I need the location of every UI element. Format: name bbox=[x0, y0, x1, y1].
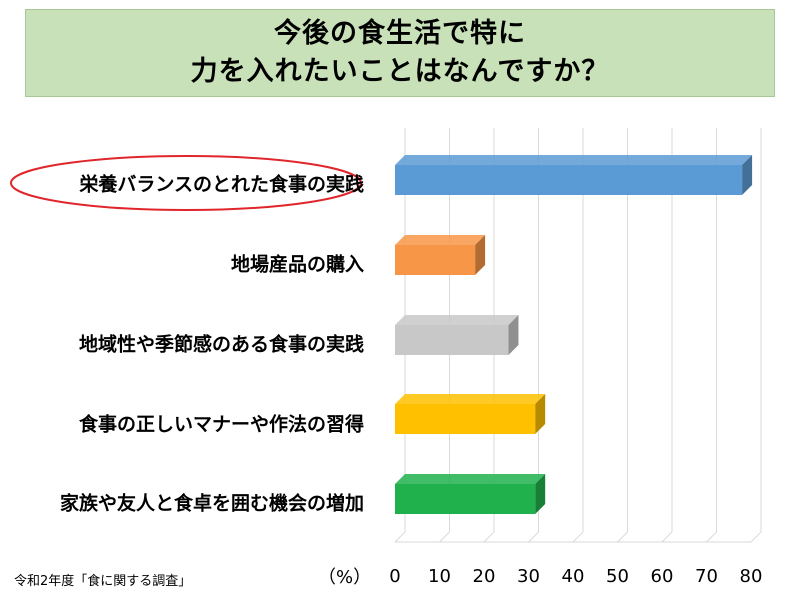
bar-side-3 bbox=[535, 394, 546, 434]
x-tick-label: 20 bbox=[473, 566, 496, 587]
x-tick-label: 80 bbox=[740, 566, 763, 587]
chart-title-line-1: 今後の食生活で特に bbox=[274, 18, 526, 49]
bar-side-4 bbox=[535, 474, 546, 514]
bar-top-0 bbox=[395, 155, 753, 165]
category-label-4: 家族や友人と食卓を囲む機会の増加 bbox=[59, 492, 364, 515]
x-tick-label: 40 bbox=[562, 566, 585, 587]
category-label-1: 地場産品の購入 bbox=[230, 253, 364, 276]
gridline-floor bbox=[483, 531, 495, 543]
gridline-floor bbox=[528, 531, 539, 543]
x-tick-label: 70 bbox=[695, 566, 718, 587]
category-label-0: 栄養バランスのとれた食事の実践 bbox=[79, 173, 364, 196]
x-axis-unit: （%） bbox=[318, 567, 372, 588]
bar-3 bbox=[395, 404, 536, 434]
x-tick-label: 0 bbox=[389, 566, 400, 587]
gridline-floor bbox=[439, 531, 450, 543]
gridline-floor bbox=[572, 531, 584, 543]
x-tick-label: 10 bbox=[428, 566, 451, 587]
bar-side-1 bbox=[475, 235, 486, 275]
x-tick-label: 30 bbox=[517, 566, 540, 587]
x-tick-label: 60 bbox=[651, 566, 674, 587]
bar-top-4 bbox=[395, 474, 546, 484]
bar-side-2 bbox=[508, 315, 519, 355]
bar-0 bbox=[395, 165, 743, 195]
bar-top-2 bbox=[395, 315, 519, 325]
x-tick-label: 50 bbox=[606, 566, 629, 587]
gridline-floor bbox=[706, 531, 717, 543]
bar-1 bbox=[395, 245, 476, 275]
bar-4 bbox=[395, 484, 536, 514]
source-note: 令和2年度「食に関する調査」 bbox=[14, 574, 192, 589]
gridline-floor bbox=[394, 531, 406, 543]
category-label-2: 地域性や季節感のある食事の実践 bbox=[78, 333, 364, 356]
category-label-3: 食事の正しいマナーや作法の習得 bbox=[78, 413, 364, 436]
bar-top-3 bbox=[395, 394, 546, 404]
chart-title: 今後の食生活で特に 力を入れたいことはなんですか？ bbox=[25, 9, 775, 97]
gridline-floor bbox=[617, 531, 628, 543]
bar-2 bbox=[395, 325, 509, 355]
gridline-floor bbox=[661, 531, 673, 543]
chart-title-line-2: 力を入れたいことはなんですか？ bbox=[190, 56, 610, 87]
highlight-ellipse bbox=[10, 155, 362, 211]
bar-top-1 bbox=[395, 235, 486, 245]
gridline-floor bbox=[750, 531, 762, 543]
bar-side-0 bbox=[742, 155, 753, 195]
